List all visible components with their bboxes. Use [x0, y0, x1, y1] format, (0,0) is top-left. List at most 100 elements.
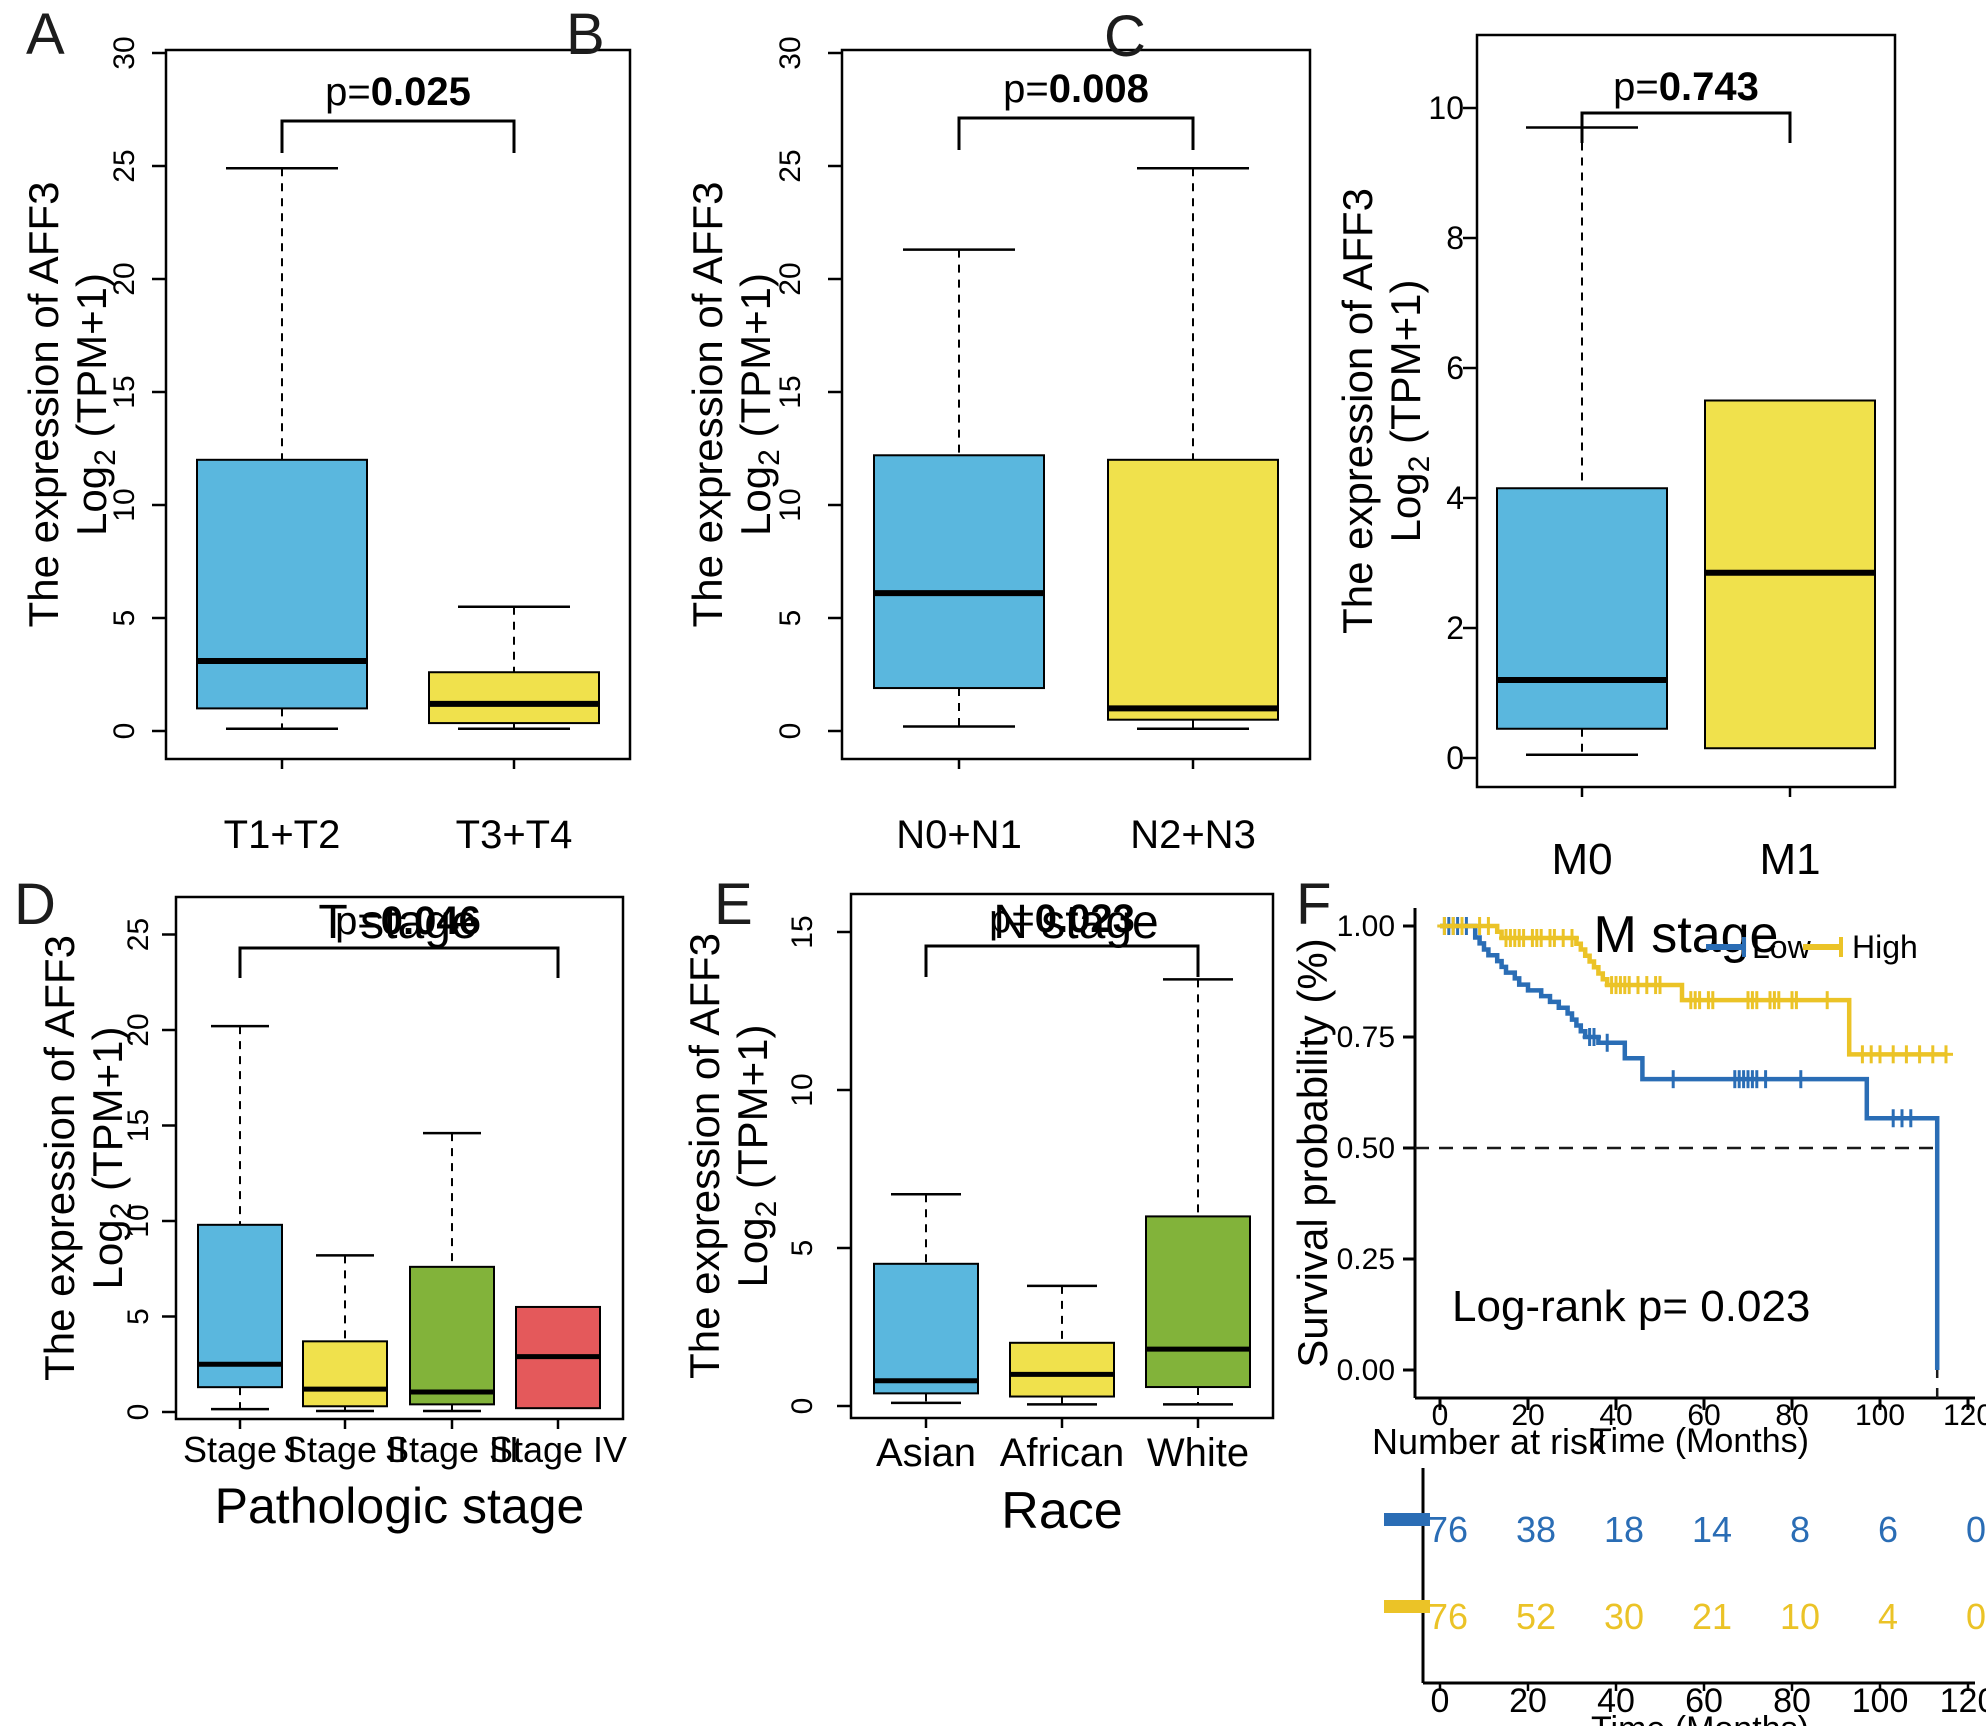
- km-logrank-text: Log-rank p= 0.023: [1452, 1282, 1811, 1331]
- box-N0+N1: [873, 454, 1045, 690]
- x-category-label: Stage I: [183, 1429, 297, 1470]
- km-x-tick-label: 20: [1511, 1399, 1544, 1432]
- risk-count-low: 14: [1692, 1509, 1732, 1550]
- y-tick-label: 25: [774, 149, 807, 182]
- plot-frame: [840, 48, 1312, 761]
- km-x-tick-label: 100: [1855, 1399, 1905, 1432]
- x-category-label: T1+T2: [224, 813, 341, 857]
- risk-x-tick-label: 80: [1773, 1682, 1811, 1720]
- legend-label-high: High: [1852, 929, 1918, 965]
- y-axis-title-line1: The expression of AFF3: [1334, 188, 1381, 634]
- box-White: [1145, 1215, 1251, 1389]
- panel-C-group: 0 2 4 6 8 10 M0 M1 p=0.743 M stage The expression …: [1334, 33, 1897, 964]
- risk-count-low: 8: [1790, 1509, 1810, 1550]
- risk-x-tick-label: 0: [1431, 1682, 1450, 1720]
- y-tick-label: 5: [786, 1240, 819, 1257]
- y-tick-label: 10: [786, 1073, 819, 1106]
- y-axis-title-line1: The expression of AFF3: [20, 182, 67, 628]
- risk-count-low: 76: [1428, 1509, 1468, 1550]
- y-tick-label: 10: [1428, 90, 1464, 126]
- y-tick-label: 20: [122, 1013, 155, 1046]
- significance-bracket: [957, 116, 1195, 150]
- p-value-label: p=0.023: [989, 897, 1135, 941]
- box-Stage III: [409, 1265, 495, 1406]
- y-tick-label: 0: [774, 723, 807, 740]
- risk-count-low: 18: [1604, 1509, 1644, 1550]
- risk-row-marker-low: [1384, 1513, 1430, 1526]
- x-category-label: Stage II: [283, 1429, 407, 1470]
- x-axis-title: T stage: [318, 896, 477, 949]
- risk-count-high: 10: [1780, 1596, 1820, 1637]
- risk-x-tick-label: 40: [1597, 1682, 1635, 1720]
- box-Stage II: [302, 1340, 388, 1408]
- y-tick-label: 20: [108, 262, 141, 295]
- x-category-label: N2+N3: [1130, 813, 1256, 857]
- y-tick-label: 10: [774, 488, 807, 521]
- risk-count-high: 30: [1604, 1596, 1644, 1637]
- y-tick-label: 15: [774, 375, 807, 408]
- risk-x-tick-label: 20: [1509, 1682, 1547, 1720]
- risk-x-axis-title: Time (Months): [1591, 1710, 1809, 1726]
- p-value-label: p=0.008: [1003, 67, 1149, 111]
- km-y-axis-title: Survival probability (%): [1289, 938, 1336, 1367]
- panel-c-letter: C: [1104, 4, 1146, 69]
- x-category-label: N0+N1: [896, 813, 1022, 857]
- y-tick-label: 25: [122, 918, 155, 951]
- significance-bracket: [924, 944, 1200, 977]
- y-tick-label: 10: [122, 1204, 155, 1237]
- risk-x-tick-label: 120: [1940, 1682, 1986, 1720]
- y-axis-title-line1: The expression of AFF3: [36, 935, 83, 1381]
- y-tick-label: 0: [108, 723, 141, 740]
- plot-frame: [174, 895, 625, 1421]
- y-tick-label: 5: [774, 610, 807, 627]
- significance-bracket: [280, 119, 516, 153]
- panel-a-letter: A: [26, 2, 65, 67]
- km-y-tick-label: 0.75: [1337, 1021, 1395, 1054]
- risk-count-low: 38: [1516, 1509, 1556, 1550]
- y-axis-title-line2: Log2 (TPM+1): [84, 1027, 138, 1290]
- km-y-tick-label: 0.00: [1337, 1354, 1395, 1387]
- y-axis-title-line1: The expression of AFF3: [681, 933, 728, 1379]
- x-category-label: White: [1147, 1431, 1249, 1475]
- y-tick-label: 4: [1446, 480, 1464, 516]
- km-y-tick-label: 1.00: [1337, 910, 1395, 943]
- km-x-tick-label: 0: [1432, 1399, 1449, 1432]
- significance-bracket: [1580, 111, 1792, 143]
- panel-F-group: 0.000.250.500.751.000 20 40 60 80 100 120Time …: [1289, 908, 1986, 1726]
- box-M0: [1496, 487, 1668, 730]
- risk-x-tick-label: 60: [1685, 1682, 1723, 1720]
- y-tick-label: 0: [122, 1404, 155, 1421]
- x-axis-title: Race: [1001, 1482, 1122, 1540]
- box-African: [1009, 1341, 1115, 1398]
- plot-frame: [164, 48, 632, 761]
- y-tick-label: 15: [108, 375, 141, 408]
- risk-count-high: 76: [1428, 1596, 1468, 1637]
- box-T3+T4: [428, 671, 600, 725]
- x-category-label: Stage IV: [489, 1429, 627, 1470]
- panel-f-letter: F: [1296, 872, 1332, 937]
- panel-A-group: 0 5 10 15 20 25 30 T1+T2 T3+T4 p=0.025 T stage The …: [20, 36, 632, 949]
- x-category-label: Asian: [876, 1431, 976, 1475]
- y-tick-label: 10: [108, 488, 141, 521]
- y-tick-label: 0: [1446, 740, 1464, 776]
- box-Asian: [873, 1262, 979, 1395]
- y-tick-label: 0: [786, 1398, 819, 1415]
- km-x-tick-label: 60: [1687, 1399, 1720, 1432]
- panel-e-letter: E: [714, 872, 753, 937]
- y-axis-title-line1: The expression of AFF3: [684, 182, 731, 628]
- x-category-label: Stage III: [385, 1429, 519, 1470]
- x-category-label: African: [1000, 1431, 1125, 1475]
- risk-count-high: 0: [1966, 1596, 1986, 1637]
- y-tick-label: 30: [108, 36, 141, 69]
- risk-x-tick-label: 100: [1852, 1682, 1909, 1720]
- significance-bracket: [238, 946, 560, 978]
- risk-count-high: 21: [1692, 1596, 1732, 1637]
- y-axis-title-line2: Log2 (TPM+1): [729, 1025, 783, 1288]
- y-tick-label: 25: [108, 149, 141, 182]
- x-category-label: M0: [1551, 835, 1612, 884]
- risk-table-title: Number at risk: [1372, 1421, 1607, 1462]
- km-x-tick-label: 80: [1775, 1399, 1808, 1432]
- x-axis-title: N stage: [993, 896, 1158, 949]
